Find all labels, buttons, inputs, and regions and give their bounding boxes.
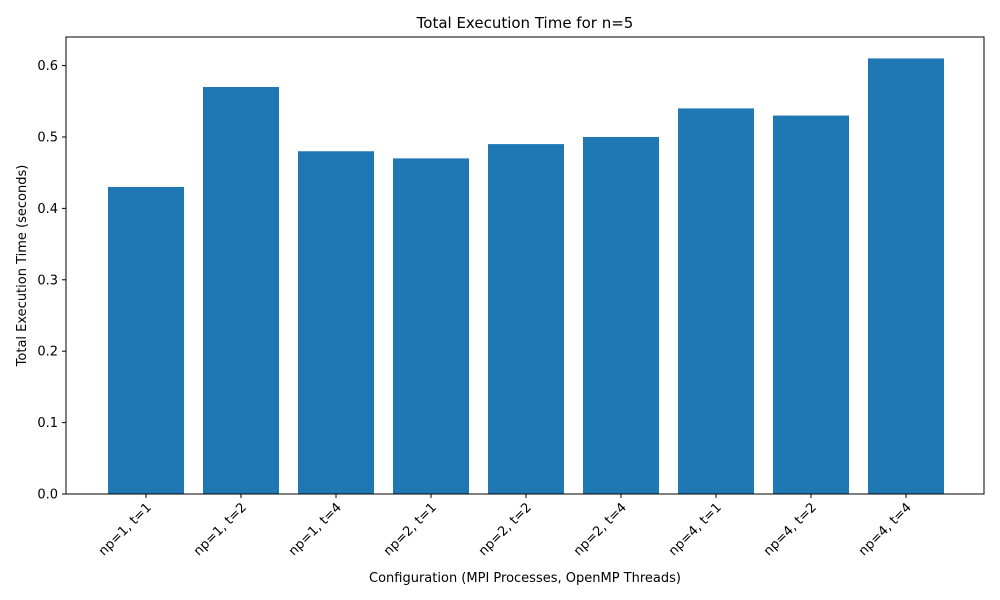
bar	[488, 144, 564, 494]
x-tick-label: np=4, t=2	[761, 500, 820, 559]
x-tick-label: np=4, t=1	[666, 500, 725, 559]
y-tick-label: 0.4	[37, 202, 58, 217]
y-tick-label: 0.2	[37, 345, 58, 360]
x-tick-label: np=1, t=1	[96, 500, 155, 559]
bar	[393, 158, 469, 494]
bar	[583, 136, 659, 494]
bar	[868, 58, 944, 494]
bar	[773, 115, 849, 494]
bar	[298, 151, 374, 494]
y-axis: 0.0 0.1 0.2 0.3 0.4 0.5 0.6	[37, 59, 66, 503]
bar	[678, 108, 754, 494]
plot-frame	[65, 36, 985, 495]
chart-title: Total Execution Time for n=5	[416, 14, 634, 32]
y-axis-label: Total Execution Time (seconds)	[15, 165, 30, 368]
x-axis: np=1, t=1 np=1, t=2 np=1, t=4 np=2, t=1 np=2…	[96, 494, 915, 559]
x-axis-label: Configuration (MPI Processes, OpenMP Thr…	[369, 571, 681, 586]
x-tick-label: np=2, t=4	[571, 500, 630, 559]
y-tick-label: 0.6	[37, 59, 58, 74]
y-tick-label: 0.0	[37, 488, 58, 503]
y-tick-label: 0.5	[37, 130, 58, 145]
bar	[203, 86, 279, 494]
x-tick-label: np=1, t=2	[191, 500, 250, 559]
x-tick-label: np=1, t=4	[286, 500, 345, 559]
x-tick-label: np=2, t=1	[381, 500, 440, 559]
y-tick-label: 0.1	[37, 416, 58, 431]
bars-group	[108, 58, 944, 494]
y-tick-label: 0.3	[37, 273, 58, 288]
x-tick-label: np=4, t=4	[856, 500, 915, 559]
x-tick-label: np=2, t=2	[476, 500, 535, 559]
bar	[108, 186, 184, 494]
